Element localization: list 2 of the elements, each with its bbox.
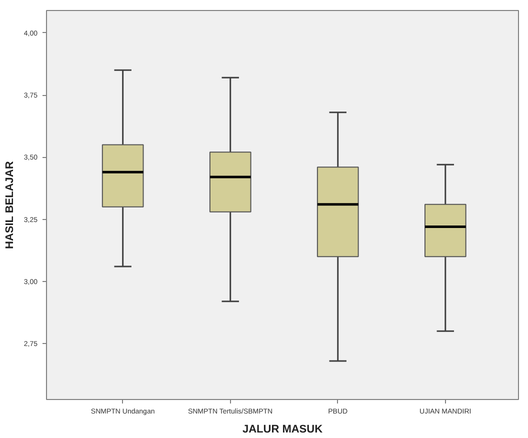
y-axis-title: HASIL BELAJAR: [4, 161, 16, 250]
x-axis-title: JALUR MASUK: [242, 424, 323, 436]
